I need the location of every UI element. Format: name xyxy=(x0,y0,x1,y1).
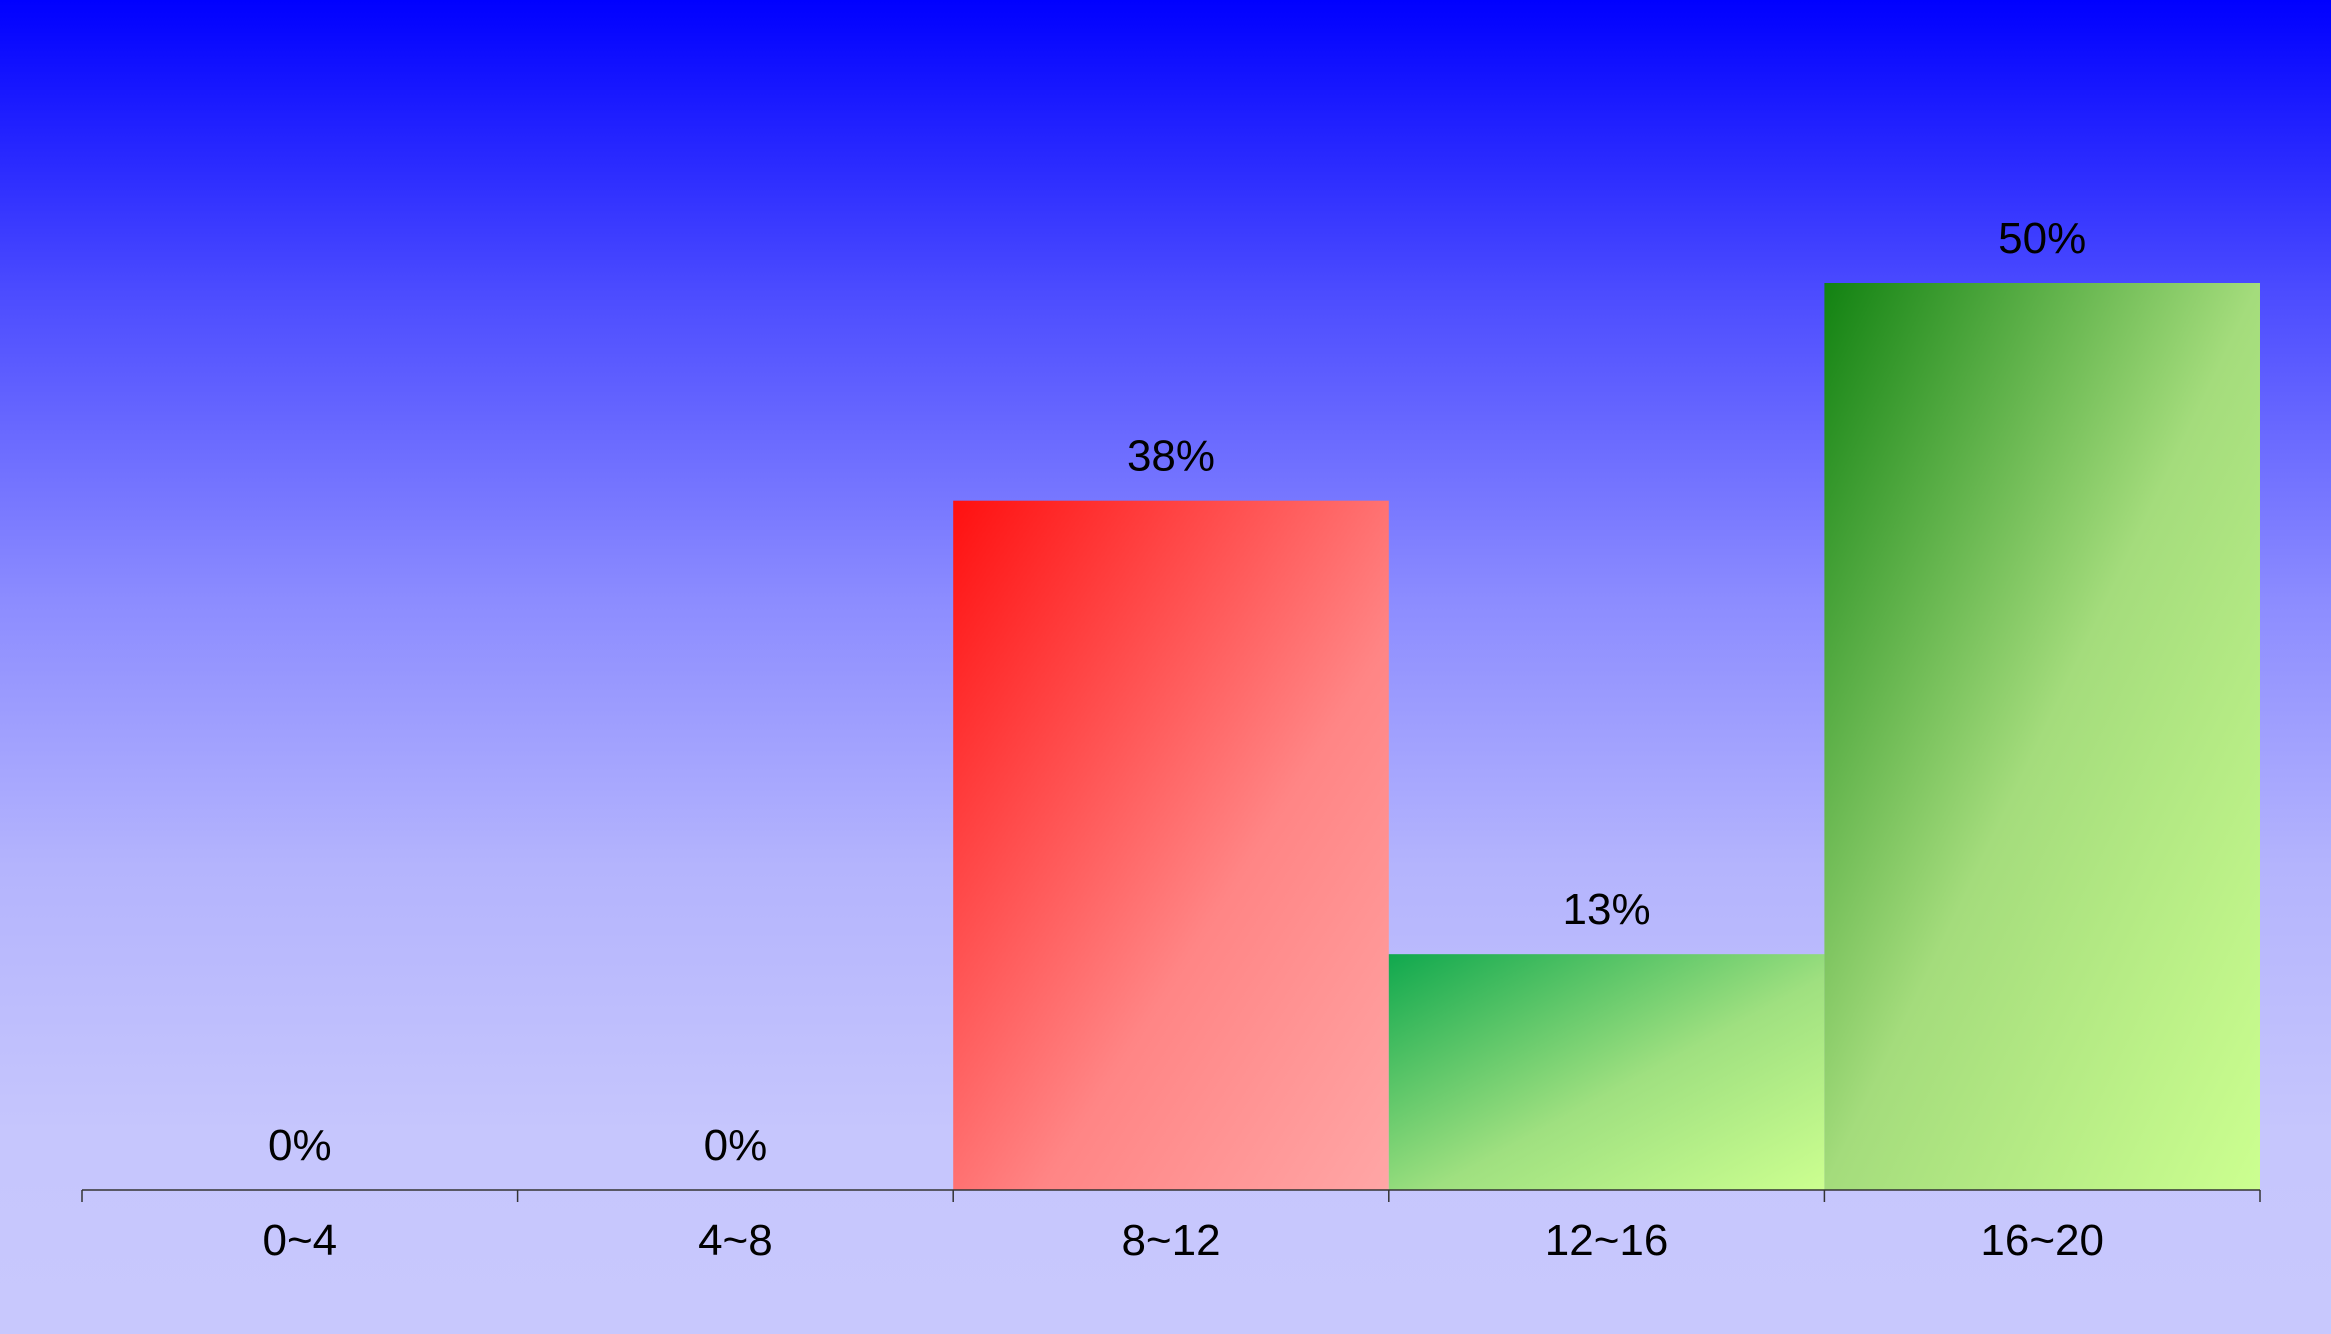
x-tick-label-0-4: 0~4 xyxy=(262,1216,337,1265)
x-tick-label-12-16: 12~16 xyxy=(1545,1216,1669,1265)
x-tick-label-16-20: 16~20 xyxy=(1980,1216,2104,1265)
x-tick-label-4-8: 4~8 xyxy=(698,1216,773,1265)
data-label-0-4: 0% xyxy=(268,1121,332,1170)
data-labels-group: 0% 0% 38% 13% 50% xyxy=(268,214,2086,1170)
data-label-12-16: 13% xyxy=(1563,885,1651,934)
bars-group xyxy=(953,283,2260,1190)
data-label-8-12: 38% xyxy=(1127,432,1215,481)
x-axis xyxy=(81,1189,2261,1202)
bar-16-20 xyxy=(1824,283,2260,1190)
bar-12-16 xyxy=(1388,954,1825,1190)
data-label-16-20: 50% xyxy=(1998,214,2086,263)
x-tick-labels-group: 0~4 4~8 8~12 12~16 16~20 xyxy=(262,1216,2104,1265)
bar-8-12 xyxy=(953,500,1389,1190)
data-label-4-8: 0% xyxy=(704,1121,768,1170)
x-tick-label-8-12: 8~12 xyxy=(1121,1216,1220,1265)
